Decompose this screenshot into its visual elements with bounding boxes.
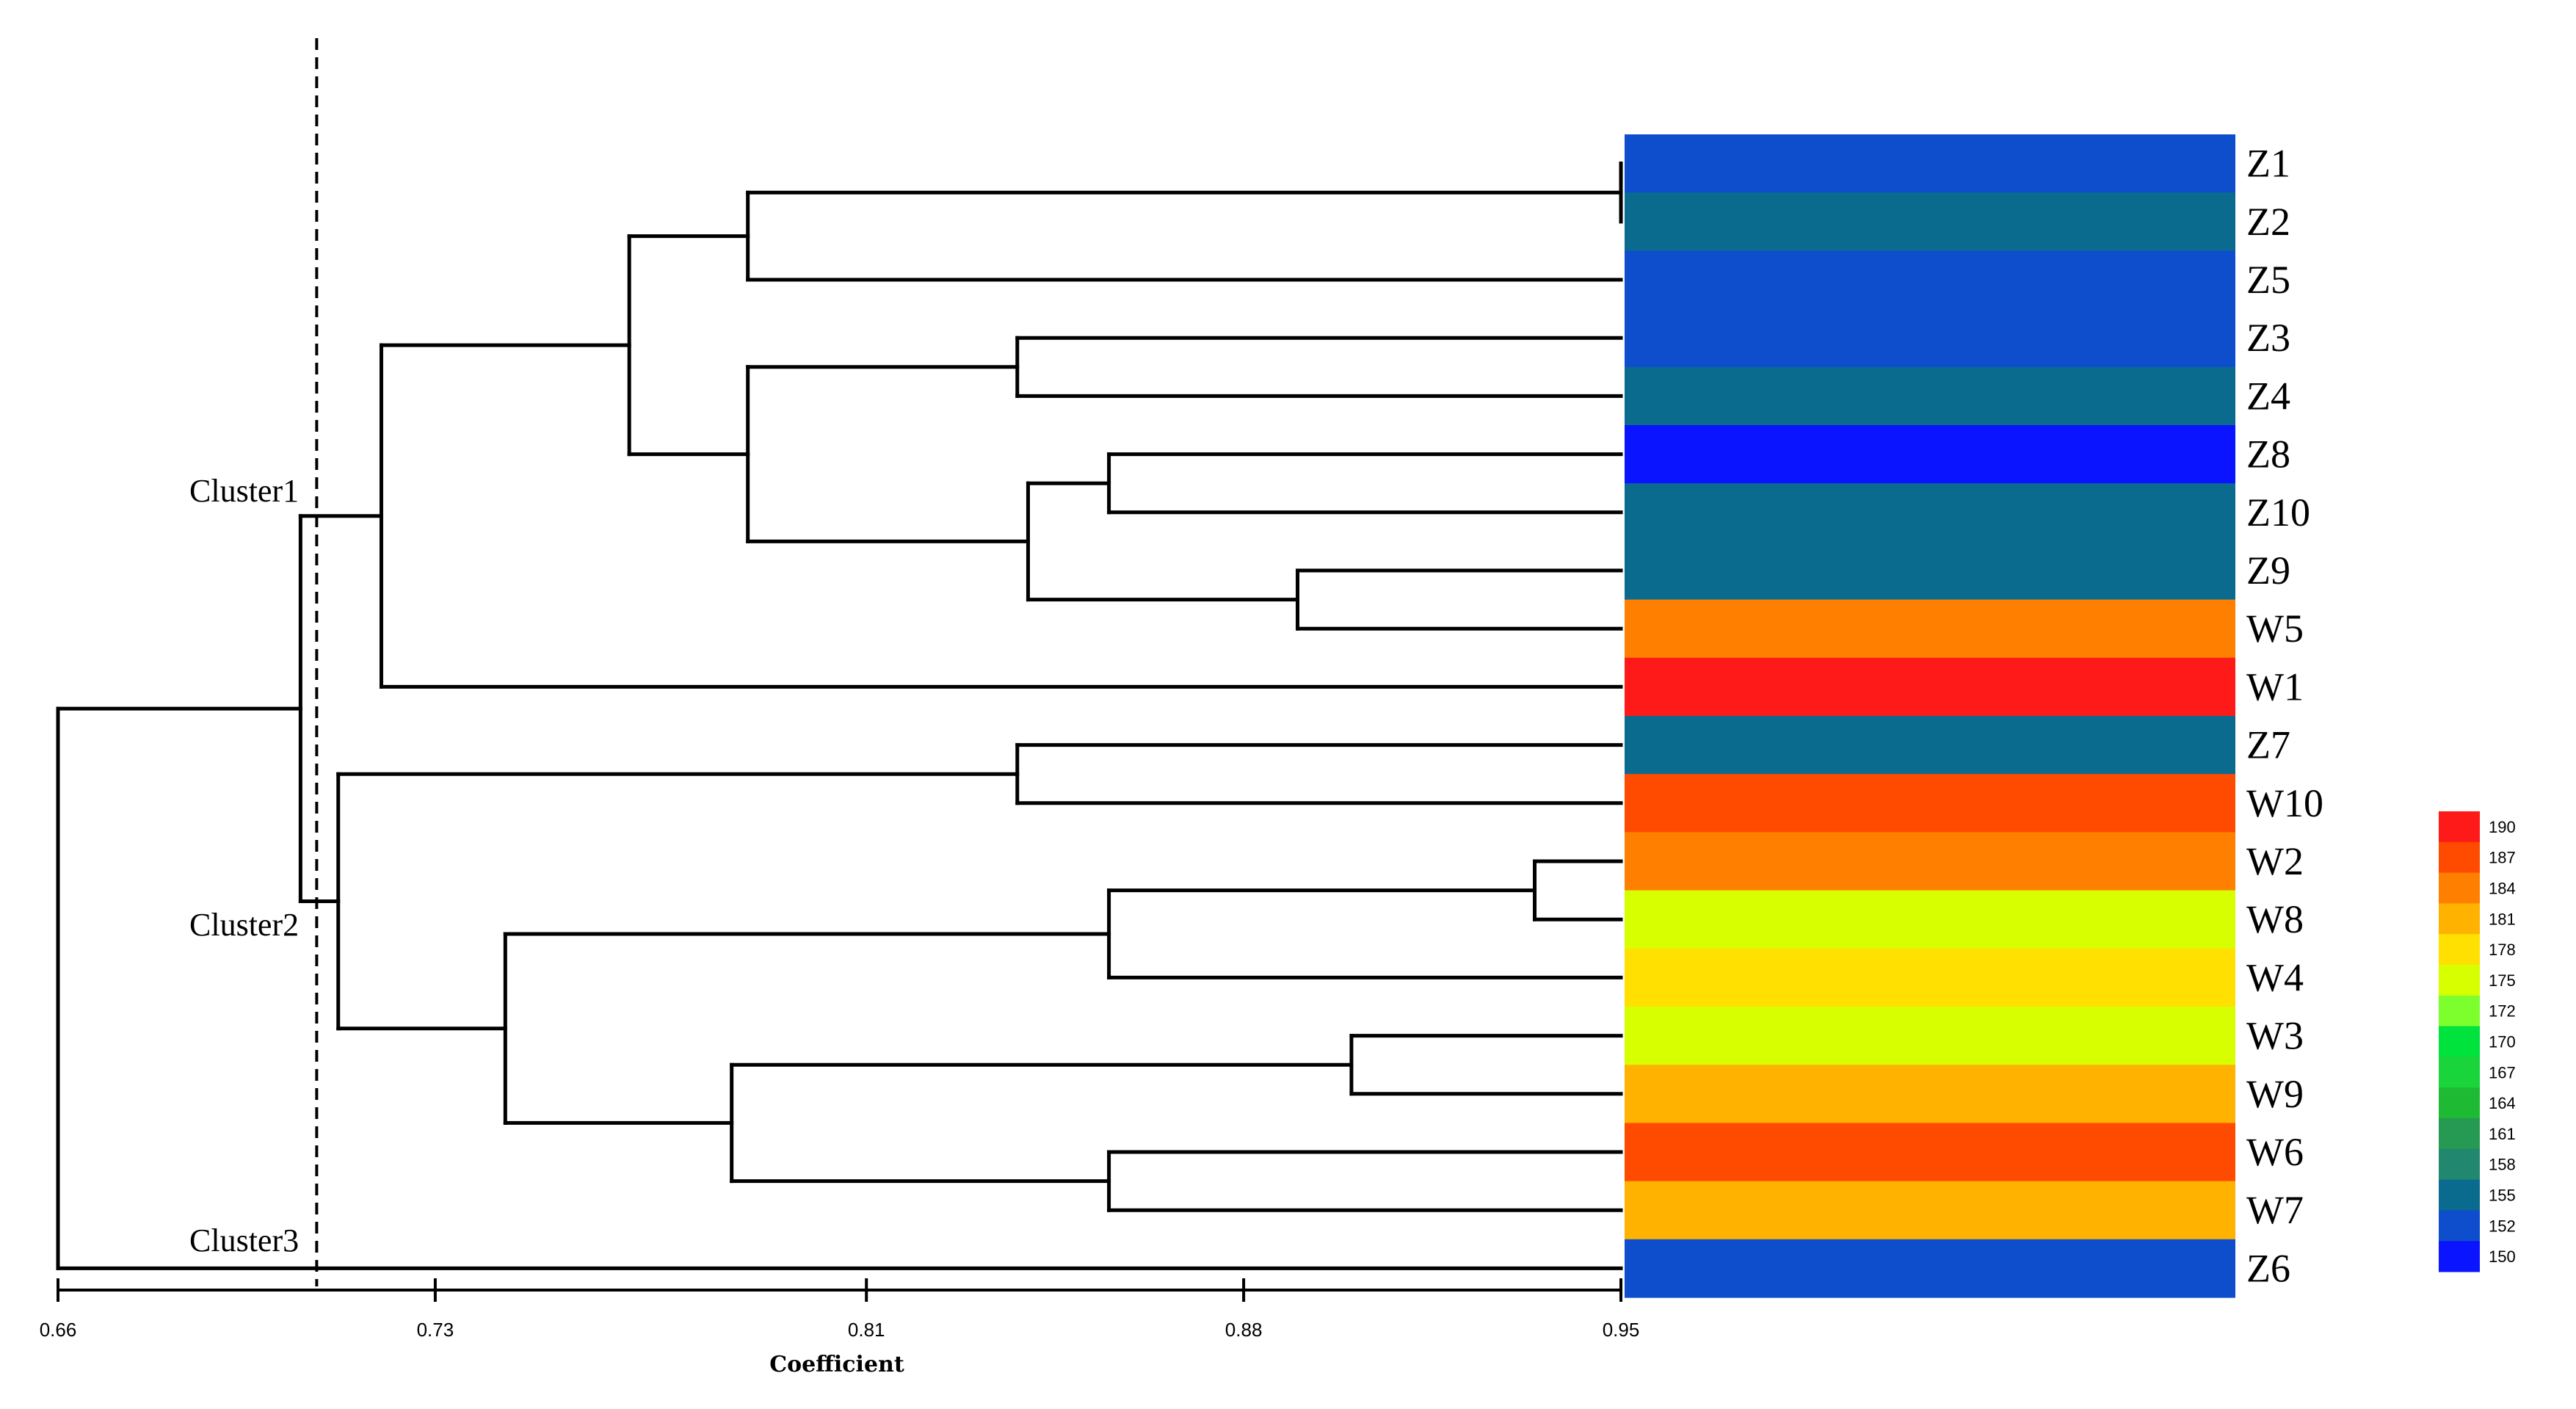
- sample-label-z3: Z3: [2246, 316, 2290, 360]
- sample-label-z4: Z4: [2246, 374, 2290, 418]
- legend-label: 187: [2489, 849, 2516, 867]
- heatmap-cell-w3: [1625, 1007, 2235, 1065]
- legend-label: 178: [2489, 941, 2516, 959]
- heatmap-cell-w2: [1625, 832, 2235, 891]
- legend-swatch: [2439, 903, 2480, 935]
- legend-label: 164: [2489, 1094, 2516, 1112]
- heatmap-cell-z10: [1625, 483, 2235, 542]
- cluster2-label: Cluster2: [189, 907, 299, 943]
- legend-swatch: [2439, 1241, 2480, 1272]
- legend-label: 150: [2489, 1247, 2516, 1266]
- heatmap-cell-z7: [1625, 716, 2235, 775]
- heatmap-cell-w4: [1625, 948, 2235, 1007]
- legend-swatch: [2439, 1087, 2480, 1119]
- heatmap-cell-w10: [1625, 774, 2235, 833]
- legend-label: 161: [2489, 1125, 2516, 1143]
- sample-label-w6: W6: [2246, 1130, 2304, 1174]
- heatmap-cell-z9: [1625, 541, 2235, 601]
- color-scale-legend: 190 187 184 181 178 175 172 170 167 164 161 158 155 1…: [2439, 811, 2516, 1272]
- axis-title: Coefficient: [769, 1352, 904, 1377]
- legend-label: 184: [2489, 880, 2516, 898]
- heatmap-cell-w8: [1625, 890, 2235, 949]
- heatmap-cell-w7: [1625, 1181, 2235, 1240]
- heatmap-cell-z1: [1625, 134, 2235, 193]
- heatmap-cell-z8: [1625, 425, 2235, 484]
- heatmap-cell-z6: [1625, 1239, 2235, 1298]
- sample-label-w1: W1: [2246, 664, 2304, 709]
- axis-tick-label: 0.88: [1225, 1319, 1263, 1341]
- heatmap-cell-z4: [1625, 366, 2235, 426]
- legend-label: 181: [2489, 910, 2516, 928]
- axis-tick-label: 0.95: [1603, 1319, 1640, 1341]
- sample-label-w10: W10: [2246, 781, 2323, 825]
- axis-tick-label: 0.73: [417, 1319, 454, 1341]
- legend-swatch: [2439, 995, 2480, 1027]
- sample-label-w8: W8: [2246, 897, 2304, 941]
- axis-tick-label: 0.81: [848, 1319, 885, 1341]
- heatmap-cell-w1: [1625, 657, 2235, 717]
- legend-swatch: [2439, 934, 2480, 966]
- legend-swatch: [2439, 1148, 2480, 1181]
- heatmap-cell-z3: [1625, 308, 2235, 368]
- heatmap-cell-z5: [1625, 250, 2235, 310]
- sample-label-w3: W3: [2246, 1014, 2304, 1058]
- heatmap-cell-w5: [1625, 599, 2235, 659]
- sample-label-z5: Z5: [2246, 258, 2290, 302]
- sample-label-z8: Z8: [2246, 432, 2290, 477]
- sample-label-z1: Z1: [2246, 142, 2290, 186]
- cluster1-label: Cluster1: [189, 473, 299, 509]
- legend-swatch: [2439, 1179, 2480, 1211]
- cluster3-label: Cluster3: [189, 1223, 299, 1258]
- legend-swatch: [2439, 841, 2480, 874]
- sample-label-z2: Z2: [2246, 200, 2290, 244]
- sample-label-w5: W5: [2246, 606, 2304, 651]
- heatmap-cell-w6: [1625, 1123, 2235, 1182]
- legend-label: 170: [2489, 1033, 2516, 1051]
- legend-label: 155: [2489, 1187, 2516, 1205]
- sample-label-z7: Z7: [2246, 723, 2290, 767]
- legend-label: 167: [2489, 1063, 2516, 1082]
- heatmap-column: [1625, 134, 2235, 1298]
- cluster-labels: Cluster1 Cluster2 Cluster3: [189, 473, 299, 1258]
- sample-labels: Z1 Z2 Z5 Z3 Z4 Z8 Z10 Z9 W5 W1 Z7 W10 W2 W8 W4 W3 W9 W6 W7…: [2246, 142, 2323, 1291]
- legend-swatch: [2439, 965, 2480, 996]
- legend-label: 175: [2489, 971, 2516, 990]
- legend-swatch: [2439, 1026, 2480, 1057]
- coefficient-axis: 0.66 0.73 0.81 0.88 0.95 Coefficient: [40, 1278, 1640, 1377]
- sample-label-z6: Z6: [2246, 1246, 2290, 1290]
- legend-label: 172: [2489, 1002, 2516, 1021]
- legend-swatch: [2439, 1210, 2480, 1242]
- axis-ticks: 0.66 0.73 0.81 0.88 0.95: [40, 1278, 1640, 1341]
- sample-label-w7: W7: [2246, 1188, 2304, 1232]
- heatmap-cell-z2: [1625, 192, 2235, 251]
- sample-label-z10: Z10: [2246, 490, 2310, 535]
- legend-label: 190: [2489, 818, 2516, 836]
- axis-tick-label: 0.66: [40, 1319, 77, 1341]
- sample-label-w4: W4: [2246, 955, 2304, 999]
- legend-label: 152: [2489, 1217, 2516, 1235]
- sample-label-z9: Z9: [2246, 548, 2290, 593]
- sample-label-w2: W2: [2246, 839, 2304, 883]
- legend-swatch: [2439, 811, 2480, 843]
- heatmap-cell-w9: [1625, 1065, 2235, 1123]
- dendrogram-branches: [56, 162, 1623, 1270]
- legend-label: 158: [2489, 1156, 2516, 1174]
- sample-label-w9: W9: [2246, 1072, 2304, 1116]
- legend-swatch: [2439, 1118, 2480, 1150]
- legend-swatch: [2439, 872, 2480, 904]
- legend-swatch: [2439, 1057, 2480, 1088]
